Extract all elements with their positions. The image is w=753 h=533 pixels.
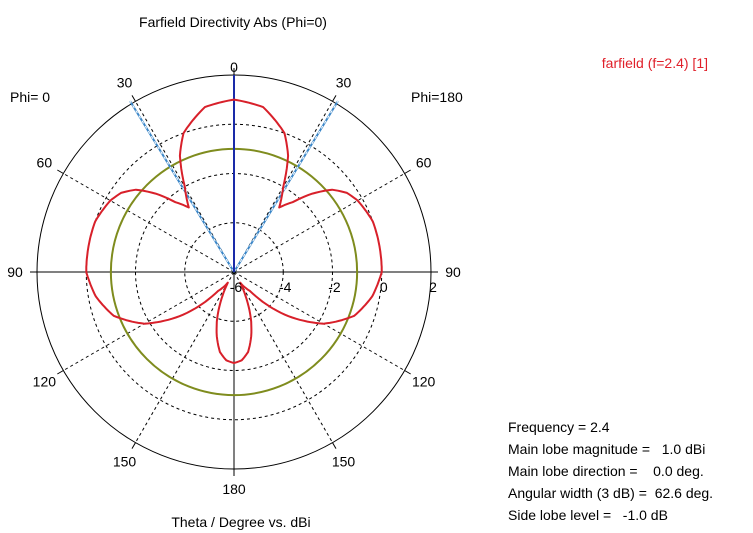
angle-label: 0 bbox=[230, 59, 238, 75]
radial-tick-label: 2 bbox=[429, 279, 437, 295]
stat-value: 2.4 bbox=[590, 419, 610, 435]
radial-spoke bbox=[63, 271, 235, 371]
stat-label: Main lobe direction = bbox=[508, 463, 646, 479]
angle-tick bbox=[404, 370, 411, 375]
stat-value: 1.0 dBi bbox=[657, 441, 706, 457]
angle-label: 180 bbox=[222, 481, 246, 497]
angle-label: 60 bbox=[416, 155, 432, 171]
angle-label: 120 bbox=[33, 374, 57, 390]
angle-tick bbox=[404, 169, 411, 174]
beamwidth-line bbox=[129, 100, 235, 273]
stat-row: Side lobe level = -1.0 dB bbox=[508, 504, 713, 526]
radial-tick-label: -6 bbox=[230, 279, 243, 295]
stat-value: -1.0 dB bbox=[618, 507, 668, 523]
angle-label: 30 bbox=[117, 74, 133, 90]
beamwidth-line bbox=[233, 100, 339, 273]
stat-label: Frequency = bbox=[508, 419, 591, 435]
angle-label: 150 bbox=[332, 454, 356, 470]
angle-tick bbox=[131, 442, 136, 449]
radial-spoke bbox=[63, 173, 235, 273]
stat-row: Frequency = 2.4 bbox=[508, 416, 713, 438]
angle-label: 150 bbox=[113, 454, 137, 470]
stat-value: 0.0 deg. bbox=[645, 463, 704, 479]
angle-tick bbox=[332, 95, 337, 102]
right-phi-label: Phi=180 bbox=[411, 89, 463, 105]
angle-label: 90 bbox=[7, 264, 23, 280]
stat-row: Angular width (3 dB) = 62.6 deg. bbox=[508, 482, 713, 504]
stat-row: Main lobe direction = 0.0 deg. bbox=[508, 460, 713, 482]
angle-label: 60 bbox=[37, 155, 53, 171]
stat-row: Main lobe magnitude = 1.0 dBi bbox=[508, 438, 713, 460]
radial-tick-label: 0 bbox=[380, 279, 388, 295]
x-axis-label: Theta / Degree vs. dBi bbox=[171, 514, 310, 530]
angle-ticks bbox=[30, 68, 438, 476]
angle-tick bbox=[57, 370, 64, 375]
angle-label: 30 bbox=[336, 74, 352, 90]
direction-lines bbox=[129, 75, 339, 273]
stat-label: Angular width (3 dB) = bbox=[508, 485, 655, 501]
series-layer bbox=[85, 98, 383, 365]
angle-tick bbox=[332, 442, 337, 449]
chart-title: Farfield Directivity Abs (Phi=0) bbox=[139, 14, 327, 30]
radial-tick-label: -2 bbox=[328, 279, 341, 295]
stats-panel: Frequency = 2.4 Main lobe magnitude = 1.0… bbox=[508, 416, 713, 526]
stat-label: Main lobe magnitude = bbox=[508, 441, 658, 457]
angle-tick bbox=[57, 169, 64, 174]
radial-spoke bbox=[233, 271, 405, 371]
radial-spoke bbox=[233, 173, 405, 273]
series-curve bbox=[85, 98, 383, 365]
radial-spoke bbox=[233, 271, 333, 443]
angle-label: 90 bbox=[445, 264, 461, 280]
radial-tick-label: -4 bbox=[279, 279, 292, 295]
radial-spoke bbox=[135, 271, 235, 443]
tick-labels: -6 -4 -2 0 2 0 30 60 90 120 150 180 30 60 90 120 150 bbox=[7, 59, 461, 497]
stat-value: 62.6 deg. bbox=[654, 485, 714, 501]
angle-tick bbox=[131, 95, 136, 102]
stat-label: Side lobe level = bbox=[508, 507, 619, 523]
left-phi-label: Phi= 0 bbox=[10, 89, 50, 105]
angle-label: 120 bbox=[412, 374, 436, 390]
legend-entry: farfield (f=2.4) [1] bbox=[602, 55, 708, 71]
